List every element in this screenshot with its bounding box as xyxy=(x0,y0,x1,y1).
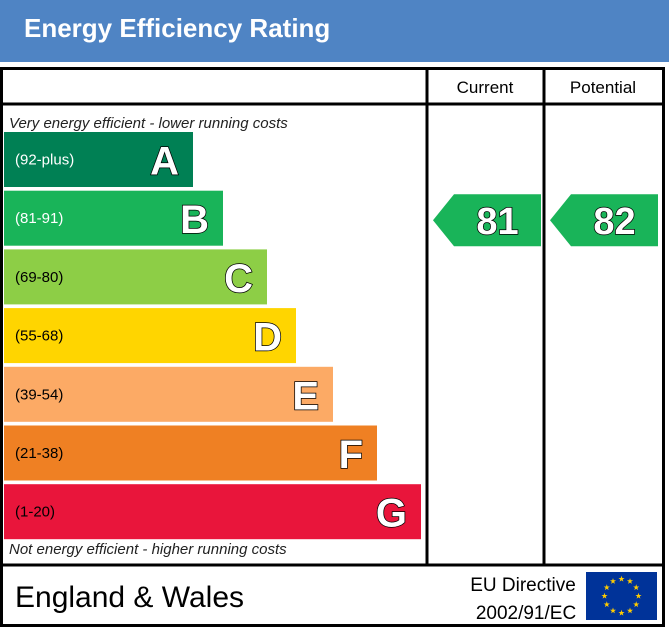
band-letter: D xyxy=(253,316,282,360)
band-d: (55-68) D xyxy=(4,308,296,364)
band-f: (21-38) F xyxy=(4,425,377,481)
band-b: (81-91) B xyxy=(4,190,223,246)
eu-star xyxy=(601,592,608,599)
band-letter: G xyxy=(376,492,407,536)
eu-star xyxy=(603,584,610,591)
indicator-value: 81 xyxy=(476,201,518,243)
band-e: (39-54) E xyxy=(4,366,333,422)
band-letter: E xyxy=(292,374,319,418)
band-range-label: (55-68) xyxy=(15,328,63,345)
band-bar xyxy=(4,132,193,187)
band-letter: A xyxy=(150,140,179,184)
band-range-label: (69-80) xyxy=(15,269,63,286)
rating-bands: (92-plus) A (81-91) B (69-80) C (55-68) D (39-54… xyxy=(4,132,421,540)
eu-star xyxy=(633,584,640,591)
chart-frame xyxy=(0,67,665,627)
indicator-arrow xyxy=(550,194,658,247)
band-bar xyxy=(4,308,296,364)
eu-directive-label: EU Directive xyxy=(470,575,576,596)
eu-star xyxy=(603,601,610,608)
band-letter: C xyxy=(224,257,253,301)
eu-flag-icon xyxy=(586,572,657,620)
header-bar: Energy Efficiency Rating xyxy=(0,0,669,62)
band-bar xyxy=(4,484,421,540)
band-letter: B xyxy=(180,198,209,242)
band-range-label: (1-20) xyxy=(15,504,55,521)
band-bar xyxy=(4,425,377,481)
band-letter: F xyxy=(339,433,363,477)
region-label: England & Wales xyxy=(15,581,244,614)
indicator-value: 82 xyxy=(593,201,635,243)
band-bar xyxy=(4,249,267,305)
eu-star xyxy=(626,578,634,584)
band-g: (1-20) G xyxy=(4,484,421,540)
rating-indicators: 81 82 xyxy=(433,194,658,247)
band-c: (69-80) C xyxy=(4,249,267,305)
band-bar xyxy=(4,190,223,246)
page-title: Energy Efficiency Rating xyxy=(24,13,331,43)
indicator-arrow xyxy=(433,194,541,247)
current-rating-indicator: 81 xyxy=(433,194,541,247)
inefficient-note: Not energy efficient - higher running co… xyxy=(9,541,287,558)
band-a: (92-plus) A xyxy=(4,132,193,187)
efficient-note: Very energy efficient - lower running co… xyxy=(9,115,288,132)
eu-star xyxy=(635,592,642,599)
band-range-label: (92-plus) xyxy=(15,152,74,169)
eu-star xyxy=(633,601,640,608)
current-column-header: Current xyxy=(457,78,514,97)
eu-directive-number: 2002/91/EC xyxy=(476,603,576,624)
eu-star xyxy=(618,575,625,582)
band-range-label: (81-91) xyxy=(15,210,63,227)
eu-star xyxy=(618,609,625,616)
potential-column-header: Potential xyxy=(570,78,636,97)
band-bar xyxy=(4,366,333,422)
eu-star xyxy=(609,607,617,614)
potential-rating-indicator: 82 xyxy=(550,194,658,247)
band-range-label: (21-38) xyxy=(15,445,63,462)
eu-star xyxy=(626,607,634,614)
eu-star xyxy=(609,578,617,584)
band-range-label: (39-54) xyxy=(15,386,63,403)
